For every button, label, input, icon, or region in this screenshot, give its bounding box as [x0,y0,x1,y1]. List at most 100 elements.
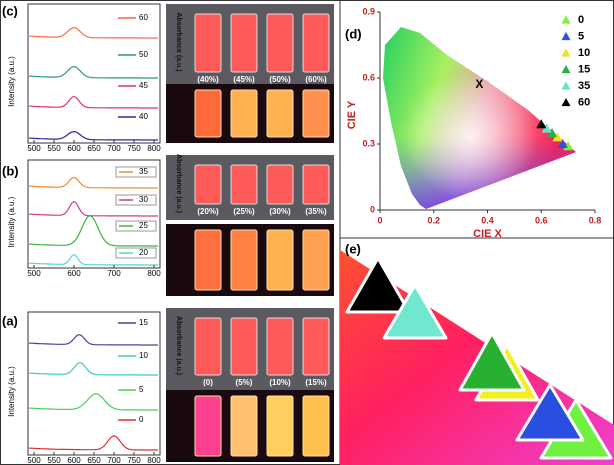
legend-box [115,166,157,178]
point [541,123,552,133]
x-tick-label: 600 [67,144,81,153]
panel-label: (e) [345,241,361,256]
x-tick-label: 500 [27,269,41,278]
photo-caption: (15%) [305,378,327,387]
x-tick-label: 0.8 [589,215,602,225]
legend-label: 20 [139,248,148,257]
glowing-vial [302,89,330,138]
glowing-vial [266,89,294,138]
x-tick-label: 800 [147,144,161,153]
legend-marker [561,65,571,74]
x-tick-label: 700 [107,456,121,465]
legend-label: 0 [139,415,144,424]
photo-caption: (45%) [233,75,255,84]
glowing-vial [302,395,330,457]
x-tick-label: 600 [67,456,81,465]
y-tick-label: 0 [370,204,375,214]
x-tick-label: 0.6 [535,215,548,225]
triangle [458,331,526,392]
legend-label: 35 [578,80,590,92]
spectrum [28,200,158,217]
y-axis-label: Absorbance (a.u.) [175,316,182,375]
legend-box [115,194,157,206]
vial [230,13,258,73]
vial [230,317,258,376]
legend-label: 5 [139,385,144,394]
legend-box [115,220,157,232]
legend-label: 40 [139,112,148,121]
x-tick-label: 750 [127,456,141,465]
vial [194,164,222,205]
legend-marker [561,81,571,90]
glowing-vial [194,229,222,291]
spectrum [28,334,158,346]
photo-caption: (60%) [305,75,327,84]
spectrum [28,435,158,451]
legend-label: 15 [578,63,590,75]
legend-label: 10 [139,351,148,360]
legend-label: 30 [139,195,148,204]
vial [266,164,294,205]
legend-label: 50 [139,50,148,59]
legend-label: 45 [139,81,148,90]
photo-caption: (50%) [269,75,291,84]
legend-label: 5 [578,30,584,42]
glowing-vial [230,395,258,457]
glowing-vial [266,395,294,457]
spectrum [28,130,158,141]
plot-frame [27,3,161,144]
vial [302,13,330,73]
triangles [345,256,613,460]
y-tick-label: 0.3 [362,138,375,148]
y-tick-label: 0.9 [362,6,375,16]
legend-label: 60 [578,96,590,108]
spectrum [28,176,158,189]
x-tick-label: 0.4 [481,215,494,225]
panel-label: (b) [2,163,19,178]
spectrum [28,95,158,109]
x-tick-label: 550 [47,144,61,153]
legend-label: 10 [578,47,590,59]
spectrum [28,215,158,247]
photo-caption: (20%) [197,207,219,216]
x-tick-label: 550 [47,456,61,465]
x-tick-label: 750 [127,144,141,153]
x-tick-label: 650 [87,456,101,465]
vial [194,317,222,376]
photo-caption: (40%) [197,75,219,84]
y-axis-label: Intensity (a.u.) [7,366,16,417]
cie-gamut [383,27,576,209]
vial [266,317,294,376]
vial [230,164,258,205]
y-axis-label: CIE Y [346,100,358,129]
spectrum [28,26,158,39]
plot-frame [27,311,161,456]
y-axis-label: Absorbance (a.u.) [175,154,182,213]
x-tick-label: 800 [147,269,161,278]
vial [266,13,294,73]
glowing-vial [230,89,258,138]
glowing-vial [302,229,330,291]
photo-caption: (35%) [305,207,327,216]
y-axis-label: Intensity (a.u.) [7,56,16,107]
x-tick-label: 800 [147,456,161,465]
x-tick-label: 650 [87,144,101,153]
vial [302,317,330,376]
x-tick-label: 0.2 [427,215,440,225]
y-axis-label: Intensity (a.u.) [7,196,16,247]
x-tick-label: 700 [107,144,121,153]
photo-caption: (25%) [233,207,255,216]
panel-label: (a) [2,313,18,328]
spectrum [28,361,158,376]
annotation: X [475,77,483,91]
legend-label: 60 [139,13,148,22]
legend-label: 35 [139,167,148,176]
legend-label: 15 [139,318,148,327]
vial [302,164,330,205]
photo-caption: (5%) [236,378,253,387]
vial [194,13,222,73]
point [557,139,568,148]
y-axis-label: Absorbance (a.u.) [175,12,182,71]
glowing-vial [194,89,222,138]
triangle [515,383,585,442]
